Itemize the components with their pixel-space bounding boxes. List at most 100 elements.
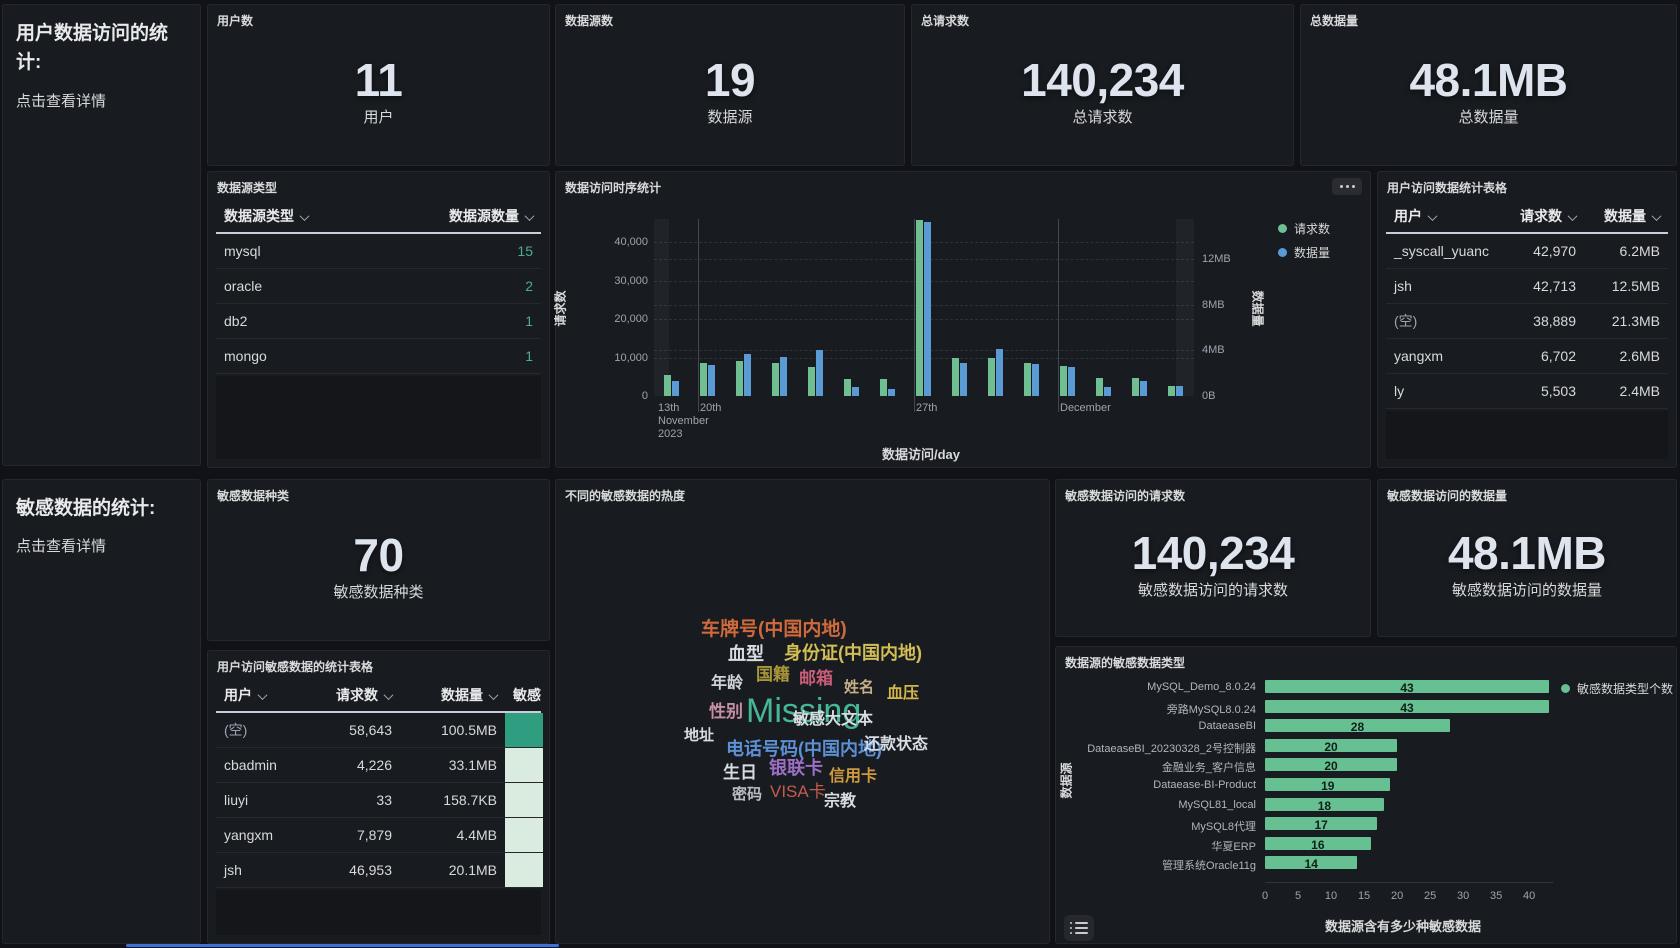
sensitive-count-bar	[1265, 856, 1358, 870]
wordcloud-word[interactable]: 血压	[887, 685, 920, 702]
table-cell: 2.6MB	[1619, 348, 1660, 364]
legend-toggle-icon[interactable]	[1064, 915, 1094, 941]
table-cell: oracle	[224, 278, 263, 294]
panel-stat-sensitive-requests: 敏感数据访问的请求数 140,234 敏感数据访问的请求数	[1055, 479, 1371, 637]
table-row: liuyi 33 158.7KB	[216, 783, 543, 818]
table-cell: 20.1MB	[448, 862, 497, 878]
y-axis-label-right: 数据量	[1250, 290, 1265, 327]
legend-dot-icon	[1278, 224, 1287, 233]
chevron-down-icon[interactable]	[1651, 211, 1662, 222]
wordcloud-word[interactable]: 性别	[709, 702, 743, 721]
volume-bar	[1068, 366, 1075, 396]
column-header[interactable]: 请求数	[308, 685, 400, 705]
sensitive-count-bar	[1265, 699, 1549, 713]
sensitive-count-bar	[1265, 817, 1378, 831]
legend-item[interactable]: 请求数	[1278, 220, 1330, 237]
stat-label: 敏感数据种类	[333, 584, 424, 601]
column-header[interactable]: 敏感	[505, 685, 543, 705]
table-row: yangxm 6,702 2.6MB	[1386, 339, 1668, 374]
panel-datasource-type-table: 数据源类型 数据源类型 数据源数量 mysql 15 oracle 2 db2 1 mongo 1	[207, 171, 550, 468]
table-cell: 5,503	[1540, 383, 1576, 399]
column-header[interactable]: 请求数	[1490, 206, 1584, 226]
panel-sensitive-types-barchart: 数据源的敏感数据类型 MySQL_Demo_8.0.24 43 旁路MySQL8.0…	[1055, 646, 1677, 944]
legend-dot-icon	[1278, 248, 1287, 257]
wordcloud-word[interactable]: 身份证(中国内地)	[784, 643, 922, 663]
panel-stat-total-requests: 总请求数 140,234 总请求数	[911, 4, 1294, 166]
stat-label: 数据源	[707, 109, 753, 126]
table-row: mysql 15	[216, 234, 541, 269]
table-header: 数据源类型 数据源数量	[216, 200, 541, 234]
table-cell: 12.5MB	[1611, 278, 1660, 294]
chevron-down-icon[interactable]	[1427, 211, 1438, 222]
table-row: mongo 1	[216, 339, 541, 374]
column-header[interactable]: 数据源类型	[216, 206, 401, 226]
requests-bar	[1060, 365, 1067, 396]
wordcloud-word[interactable]: 银联卡	[769, 758, 823, 778]
bar-category-label: 管理系统Oracle11g	[1162, 860, 1256, 873]
bar-value-label: 16	[1311, 837, 1325, 852]
wordcloud-word[interactable]: 电话号码(中国内地)	[726, 739, 882, 759]
sensitive-count-bar	[1265, 778, 1391, 791]
bar-value-label: 43	[1400, 681, 1414, 695]
wordcloud-word[interactable]: 还款状态	[864, 736, 929, 753]
wordcloud-word[interactable]: 信用卡	[829, 768, 878, 785]
panel-title: 总数据量	[1310, 14, 1359, 28]
wordcloud-word[interactable]: 敏感大文本	[793, 711, 874, 728]
table-cell: 33	[376, 792, 392, 808]
wordcloud-word[interactable]: 姓名	[844, 679, 875, 696]
wordcloud-word[interactable]: 年龄	[711, 675, 744, 692]
requests-bar	[988, 357, 995, 396]
chevron-down-icon[interactable]	[1567, 211, 1578, 222]
chevron-down-icon[interactable]	[488, 690, 499, 701]
wordcloud-word[interactable]: 密码	[732, 786, 763, 803]
table-cell: 42,970	[1533, 243, 1576, 259]
horizontal-scrollbar[interactable]	[126, 944, 559, 947]
table-cell: 158.7KB	[443, 792, 497, 808]
bar-category-label: 旁路MySQL8.0.24	[1166, 703, 1256, 716]
chevron-down-icon[interactable]	[257, 690, 268, 701]
wordcloud-word[interactable]: 邮箱	[799, 669, 833, 688]
chevron-down-icon[interactable]	[524, 211, 535, 222]
wordcloud-word[interactable]: 车牌号(中国内地)	[701, 619, 847, 640]
column-header[interactable]: 数据源数量	[401, 206, 541, 226]
wordcloud-word[interactable]: 生日	[723, 763, 757, 782]
panel-user-access-summary: 用户数据访问的统计: 点击查看详情	[2, 4, 201, 466]
wordcloud-word[interactable]: 宗教	[824, 793, 857, 810]
sensitive-count-bar	[1265, 738, 1398, 752]
column-header[interactable]: 数据量	[1584, 206, 1668, 226]
table-cell: 38,889	[1533, 313, 1576, 329]
table-cell: 4.4MB	[456, 827, 497, 843]
wordcloud-word[interactable]: 地址	[684, 727, 715, 744]
stat-label: 用户	[363, 109, 394, 126]
table-cell: 6.2MB	[1619, 243, 1660, 259]
column-header[interactable]: 数据量	[400, 685, 505, 705]
wordcloud-word[interactable]: 国籍	[756, 665, 790, 684]
view-details-link[interactable]: 点击查看详情	[16, 92, 107, 110]
legend-item[interactable]: 敏感数据类型个数	[1561, 680, 1673, 697]
panel-menu-icon[interactable]	[1332, 178, 1362, 195]
legend-item[interactable]: 数据量	[1278, 244, 1330, 261]
panel-wordcloud: 不同的敏感数据的热度 车牌号(中国内地) 血型 身份证(中国内地) 年龄 国籍 邮箱 姓名血…	[555, 479, 1050, 944]
wordcloud-word[interactable]: VISA卡	[770, 782, 826, 801]
column-header[interactable]: 用户	[216, 685, 308, 705]
bar-value-label: 19	[1321, 779, 1335, 793]
chevron-down-icon[interactable]	[383, 690, 394, 701]
panel-title: 敏感数据种类	[217, 489, 290, 503]
column-header[interactable]: 用户	[1386, 206, 1490, 226]
sensitive-count-bar	[1265, 797, 1384, 811]
chevron-down-icon[interactable]	[299, 211, 310, 222]
table-cell: jsh	[224, 862, 242, 878]
x-axis-label: 数据访问/day	[882, 447, 961, 462]
volume-bar	[1104, 386, 1111, 396]
view-details-link[interactable]: 点击查看详情	[16, 538, 107, 556]
sensitive-count-bar	[1265, 680, 1549, 693]
wordcloud-word[interactable]: Missing	[746, 692, 862, 730]
volume-bar	[1176, 386, 1183, 396]
panel-title: 总请求数	[921, 14, 970, 28]
requests-bar	[700, 362, 707, 396]
sensitivity-swatch	[505, 853, 543, 887]
wordcloud-word[interactable]: 血型	[728, 644, 764, 664]
table-cell: 6,702	[1540, 348, 1576, 364]
datasource-type-table: 数据源类型 数据源数量 mysql 15 oracle 2 db2 1 mongo 1	[216, 200, 541, 459]
sensitive-count-bar	[1265, 836, 1371, 850]
